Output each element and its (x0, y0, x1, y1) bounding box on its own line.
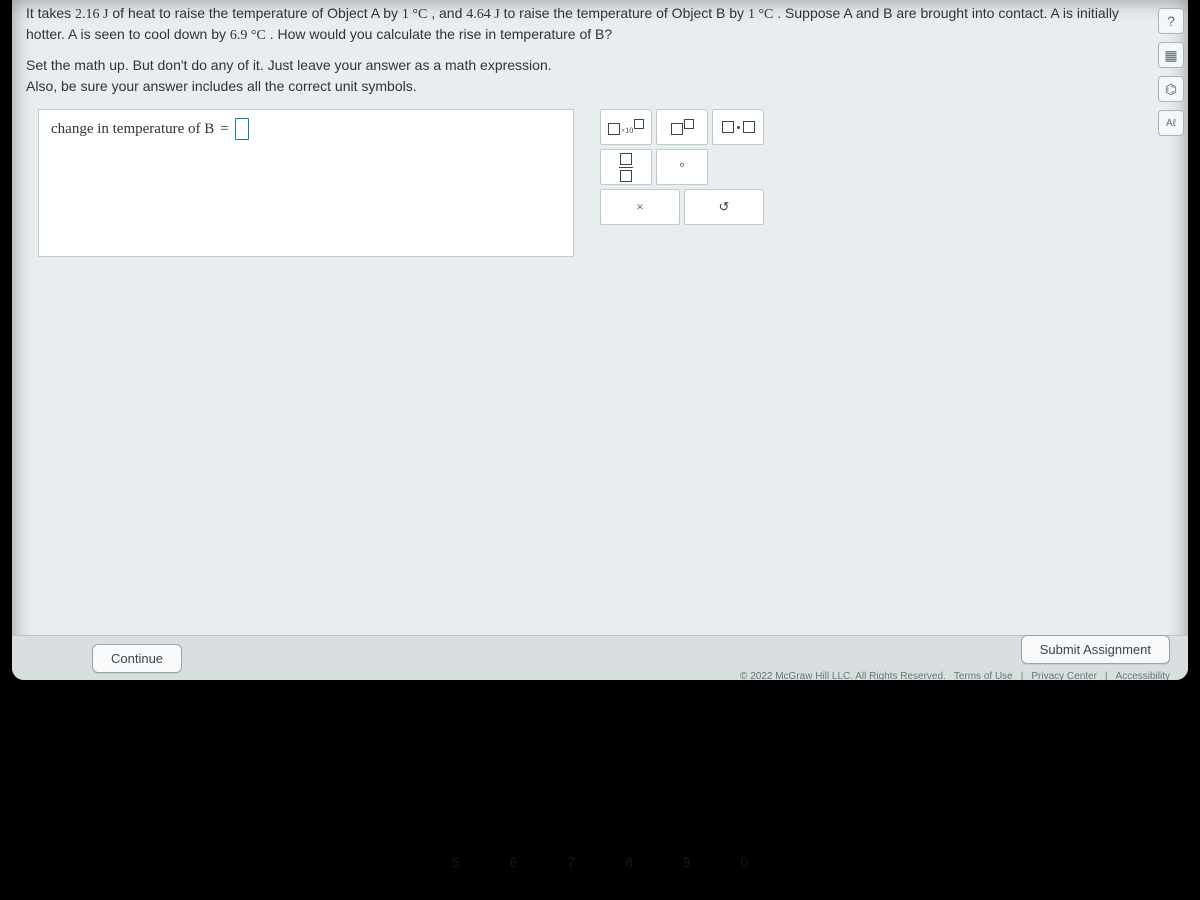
text-frag: . How would you calculate the rise in te… (270, 26, 612, 42)
reset-icon: ↺ (719, 199, 730, 215)
periodic-table-button[interactable]: ⌬ (1158, 76, 1184, 102)
accessibility-icon: Aℓ (1166, 118, 1176, 129)
help-button[interactable]: ? (1158, 8, 1184, 34)
answer-input-placeholder[interactable] (235, 118, 249, 140)
footer-links: © 2022 McGraw Hill LLC. All Rights Reser… (740, 671, 1170, 681)
key-dot-product[interactable] (712, 109, 764, 145)
divider: | (1105, 671, 1108, 681)
calculator-button[interactable]: ▦ (1158, 42, 1184, 68)
text-frag: , and (431, 5, 466, 21)
fraction-icon (619, 153, 633, 182)
answer-label: change in temperature of B (51, 121, 214, 138)
deg-value-2: 1 °C (748, 7, 773, 22)
periodic-icon: ⌬ (1165, 81, 1177, 98)
footer-terms[interactable]: Terms of Use (954, 671, 1013, 681)
submit-assignment-button[interactable]: Submit Assignment (1021, 635, 1170, 664)
bottom-bar: Continue Submit Assignment © 2022 McGraw… (12, 635, 1188, 680)
question-text: It takes 2.16 J of heat to raise the tem… (26, 4, 1140, 45)
answer-box[interactable]: change in temperature of B = (38, 109, 574, 257)
kb-key: 7 (567, 854, 575, 870)
clear-icon: × (636, 199, 643, 215)
power-icon (671, 119, 694, 135)
key-reset[interactable]: ↺ (684, 189, 764, 225)
text-frag: It takes (26, 5, 75, 21)
kb-key: 5 (452, 854, 460, 870)
kb-key: 0 (741, 854, 749, 870)
key-scientific-notation[interactable]: ×10 (600, 109, 652, 145)
dot-product-icon (722, 121, 755, 133)
instruction-line2: Also, be sure your answer includes all t… (26, 76, 1140, 97)
instructions-block: Set the math up. But don't do any of it.… (26, 55, 1140, 97)
help-icon: ? (1167, 13, 1175, 29)
cool-value: 6.9 °C (230, 28, 266, 43)
continue-label: Continue (111, 651, 163, 666)
heat-value-B: 4.64 J (466, 7, 499, 22)
text-frag: of heat to raise the temperature of Obje… (112, 5, 402, 21)
sci-icon: ×10 (608, 119, 645, 135)
deg-value-1: 1 °C (402, 7, 427, 22)
math-keypad: ×10 (600, 109, 764, 225)
footer-privacy[interactable]: Privacy Center (1031, 671, 1097, 681)
instruction-line1: Set the math up. But don't do any of it.… (26, 55, 1140, 76)
continue-button[interactable]: Continue (92, 644, 182, 673)
submit-label: Submit Assignment (1040, 642, 1151, 657)
footer-accessibility[interactable]: Accessibility (1116, 671, 1170, 681)
kb-key: 6 (509, 854, 517, 870)
right-tool-panel: ? ▦ ⌬ Aℓ (1158, 8, 1184, 136)
heat-value-A: 2.16 J (75, 7, 108, 22)
key-degree[interactable]: ° (656, 149, 708, 185)
calculator-icon: ▦ (1164, 47, 1177, 64)
kb-key: 8 (625, 854, 633, 870)
physical-keyboard-row: 5 6 7 8 9 0 (12, 844, 1188, 880)
accessibility-button[interactable]: Aℓ (1158, 110, 1184, 136)
degree-icon: ° (679, 159, 684, 175)
key-fraction[interactable] (600, 149, 652, 185)
kb-key: 9 (683, 854, 691, 870)
key-superscript[interactable] (656, 109, 708, 145)
key-clear[interactable]: × (600, 189, 680, 225)
text-frag: to raise the temperature of Object B by (504, 5, 748, 21)
footer-copyright: © 2022 McGraw Hill LLC. All Rights Reser… (740, 671, 946, 681)
answer-equals: = (220, 121, 228, 138)
divider: | (1021, 671, 1024, 681)
